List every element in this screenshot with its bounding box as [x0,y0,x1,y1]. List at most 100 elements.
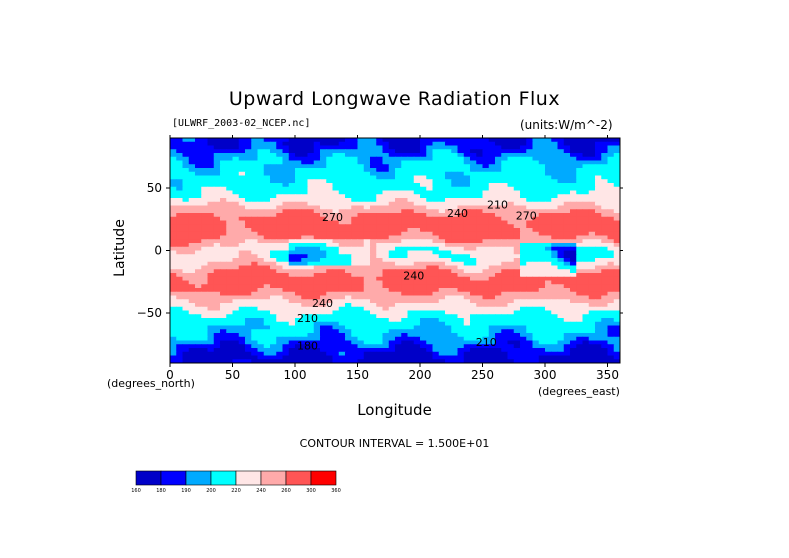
field-cell [245,299,252,304]
field-cell [507,299,515,304]
field-cell [407,198,415,203]
field-cell [407,156,415,162]
field-cell [495,284,502,289]
field-cell [588,205,596,210]
field-cell [432,224,440,229]
field-cell [207,168,215,173]
field-cell [245,344,252,349]
field-cell [476,254,484,259]
field-cell [570,321,577,327]
field-cell [457,149,465,154]
field-cell [332,149,340,154]
field-cell [557,276,565,282]
field-cell [220,171,227,177]
field-cell [257,220,265,225]
field-cell [182,183,190,188]
field-cell [363,310,371,315]
field-cell [582,314,590,319]
field-cell [370,325,377,330]
field-cell [482,299,490,304]
field-cell [607,216,615,222]
field-cell [245,321,252,327]
field-cell [532,276,540,282]
field-cell [445,175,452,180]
field-cell [551,183,559,188]
field-cell [276,333,284,338]
field-cell [557,340,565,345]
field-cell [607,261,615,267]
field-cell [288,190,296,195]
field-cell [332,321,340,327]
field-cell [545,318,552,323]
field-cell [470,321,477,327]
field-cell [588,318,596,323]
field-cell [401,359,409,363]
field-cell [245,295,252,300]
field-cell [326,351,334,357]
field-cell [476,183,484,188]
field-cell [257,145,265,150]
field-cell [382,340,390,345]
field-cell [488,340,496,345]
field-cell [188,179,196,184]
field-cell [370,295,377,300]
field-cell [270,168,277,173]
field-cell [376,291,384,297]
field-cell [501,295,509,300]
field-cell [445,160,452,165]
field-cell [495,231,502,237]
field-cell [195,213,202,218]
field-cell [338,288,346,293]
field-cell [520,303,527,308]
field-cell [307,250,315,255]
field-cell [501,336,509,342]
field-cell [570,291,577,297]
field-cell [482,201,490,207]
field-cell [332,194,340,199]
field-cell [188,246,196,252]
field-cell [170,355,177,360]
field-cell [501,318,509,323]
field-cell [295,325,302,330]
field-cell [295,318,302,323]
field-cell [338,231,346,237]
field-cell [301,291,309,297]
field-cell [382,216,390,222]
field-cell [220,265,227,270]
field-cell [432,310,440,315]
field-cell [226,340,234,345]
field-cell [220,291,227,297]
field-cell [220,183,227,188]
field-cell [226,336,234,342]
field-cell [201,164,209,169]
field-cell [288,318,296,323]
field-cell [376,329,384,334]
field-cell [170,164,177,169]
field-cell [357,314,365,319]
field-cell [357,153,365,158]
field-cell [213,231,221,237]
field-cell [476,348,484,353]
field-cell [582,183,590,188]
field-cell [501,310,509,315]
field-cell [451,314,459,319]
field-cell [395,171,402,177]
field-cell [432,299,440,304]
field-cell [245,186,252,192]
field-cell [388,280,396,285]
field-cell [457,209,465,214]
field-cell [513,183,521,188]
field-cell [545,145,552,150]
field-cell [426,190,434,195]
field-cell [445,269,452,274]
field-cell [295,321,302,327]
field-cell [182,228,190,233]
field-cell [438,280,446,285]
field-cell [320,359,327,363]
field-cell [363,235,371,240]
field-cell [507,171,515,177]
field-cell [476,265,484,270]
field-cell [276,355,284,360]
field-cell [420,228,427,233]
